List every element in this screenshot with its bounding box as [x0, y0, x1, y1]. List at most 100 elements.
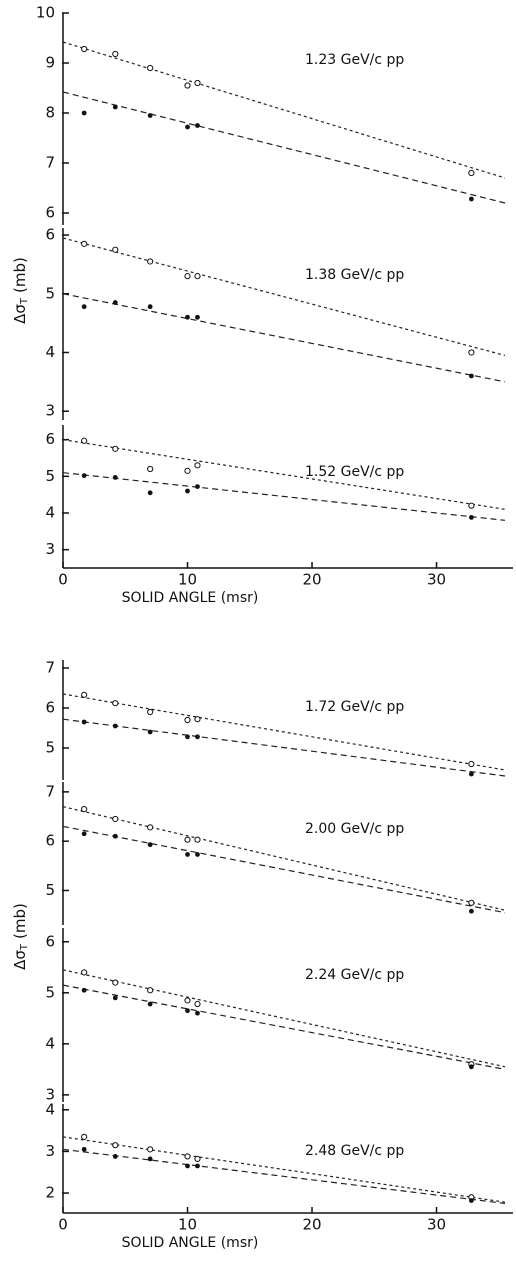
panel-label: 1.38 GeV/c pp — [305, 267, 404, 283]
x-tick-label: 0 — [58, 571, 68, 589]
open-point — [147, 708, 154, 716]
fit-line — [62, 806, 506, 911]
open-point — [147, 1146, 154, 1153]
fit-line — [62, 1148, 506, 1205]
open-point — [81, 240, 88, 247]
y-tick-label: 7 — [45, 782, 55, 800]
filled-point — [468, 771, 474, 777]
open-point — [184, 273, 191, 280]
filled-point — [81, 987, 87, 993]
filled-point — [147, 842, 153, 848]
open-point — [184, 716, 191, 724]
filled-point — [81, 831, 87, 837]
y-tick-label: 3 — [45, 1085, 55, 1103]
y-tick-label: 6 — [45, 832, 55, 850]
y-label-symbol: Δσ — [11, 950, 29, 970]
open-point — [112, 815, 119, 823]
open-point — [147, 824, 154, 831]
open-point — [147, 987, 154, 994]
fit-line — [62, 41, 506, 179]
filled-point — [112, 995, 118, 1001]
filled-point — [185, 1008, 190, 1014]
fit-line — [62, 91, 506, 204]
y-tick-label: 5 — [45, 739, 55, 757]
open-point — [112, 700, 119, 707]
open-point — [147, 465, 154, 473]
fit-line — [62, 984, 506, 1070]
x-tick-label: 20 — [302, 571, 321, 589]
y-tick-label: 5 — [45, 284, 55, 302]
open-point — [468, 349, 475, 356]
open-point — [112, 1142, 119, 1149]
y-tick-label: 6 — [45, 226, 55, 244]
open-point — [194, 836, 201, 843]
filled-point — [195, 734, 200, 740]
filled-point — [195, 1010, 200, 1016]
open-point — [147, 258, 154, 265]
open-point — [112, 50, 119, 58]
filled-point — [112, 833, 118, 839]
y-axis-label: ΔσT (mb) — [11, 903, 31, 970]
filled-point — [147, 304, 153, 310]
open-point — [194, 1000, 201, 1008]
filled-point — [81, 1146, 87, 1152]
filled-point — [195, 314, 200, 320]
open-point — [112, 445, 119, 452]
filled-point — [147, 113, 153, 118]
filled-point — [147, 1156, 153, 1162]
y-tick-label: 4 — [45, 343, 55, 361]
filled-point — [112, 300, 118, 305]
open-point — [81, 969, 88, 976]
open-point — [184, 467, 191, 474]
filled-point — [185, 124, 190, 130]
filled-point — [195, 484, 200, 489]
open-point — [194, 716, 201, 723]
filled-point — [81, 110, 87, 116]
fit-line — [62, 293, 506, 383]
filled-point — [468, 196, 474, 202]
y-label-subscript: T — [19, 943, 30, 951]
filled-point — [468, 908, 474, 914]
fit-line — [62, 237, 506, 356]
fit-line — [62, 1136, 506, 1203]
panel-label: 2.24 GeV/c pp — [305, 967, 404, 983]
x-tick-label: 20 — [302, 1216, 321, 1234]
filled-point — [468, 373, 474, 379]
y-tick-label: 7 — [45, 659, 55, 677]
filled-point — [147, 1001, 153, 1007]
y-label-unit: (mb) — [11, 257, 29, 293]
x-tick-label: 30 — [427, 571, 446, 589]
y-tick-label: 8 — [45, 104, 55, 122]
open-point — [81, 691, 88, 698]
open-point — [81, 1133, 88, 1140]
filled-point — [468, 515, 474, 520]
y-tick-label: 3 — [45, 540, 55, 558]
filled-point — [185, 314, 190, 320]
open-point — [184, 82, 191, 89]
open-point — [184, 836, 191, 843]
filled-point — [81, 304, 87, 310]
filled-point — [112, 104, 118, 110]
open-point — [194, 462, 201, 469]
open-point — [184, 997, 191, 1004]
y-tick-label: 6 — [45, 699, 55, 717]
y-label-subscript: T — [19, 297, 30, 305]
filled-point — [468, 1064, 474, 1070]
y-tick-label: 5 — [45, 983, 55, 1001]
x-tick-label: 10 — [178, 571, 197, 589]
x-tick-label: 10 — [178, 1216, 197, 1234]
y-tick-label: 4 — [45, 1100, 55, 1118]
panel-label: 1.23 GeV/c pp — [305, 52, 404, 68]
y-label-symbol: Δσ — [11, 304, 29, 324]
y-tick-label: 5 — [45, 881, 55, 899]
open-point — [468, 899, 475, 906]
x-tick-label: 0 — [58, 1216, 68, 1234]
y-tick-label: 6 — [45, 932, 55, 950]
y-tick-label: 3 — [45, 402, 55, 420]
y-tick-label: 2 — [45, 1184, 55, 1202]
y-tick-label: 7 — [45, 154, 55, 172]
fit-line — [62, 439, 506, 510]
y-tick-label: 9 — [45, 54, 55, 72]
panel-label: 1.72 GeV/c pp — [305, 699, 404, 715]
